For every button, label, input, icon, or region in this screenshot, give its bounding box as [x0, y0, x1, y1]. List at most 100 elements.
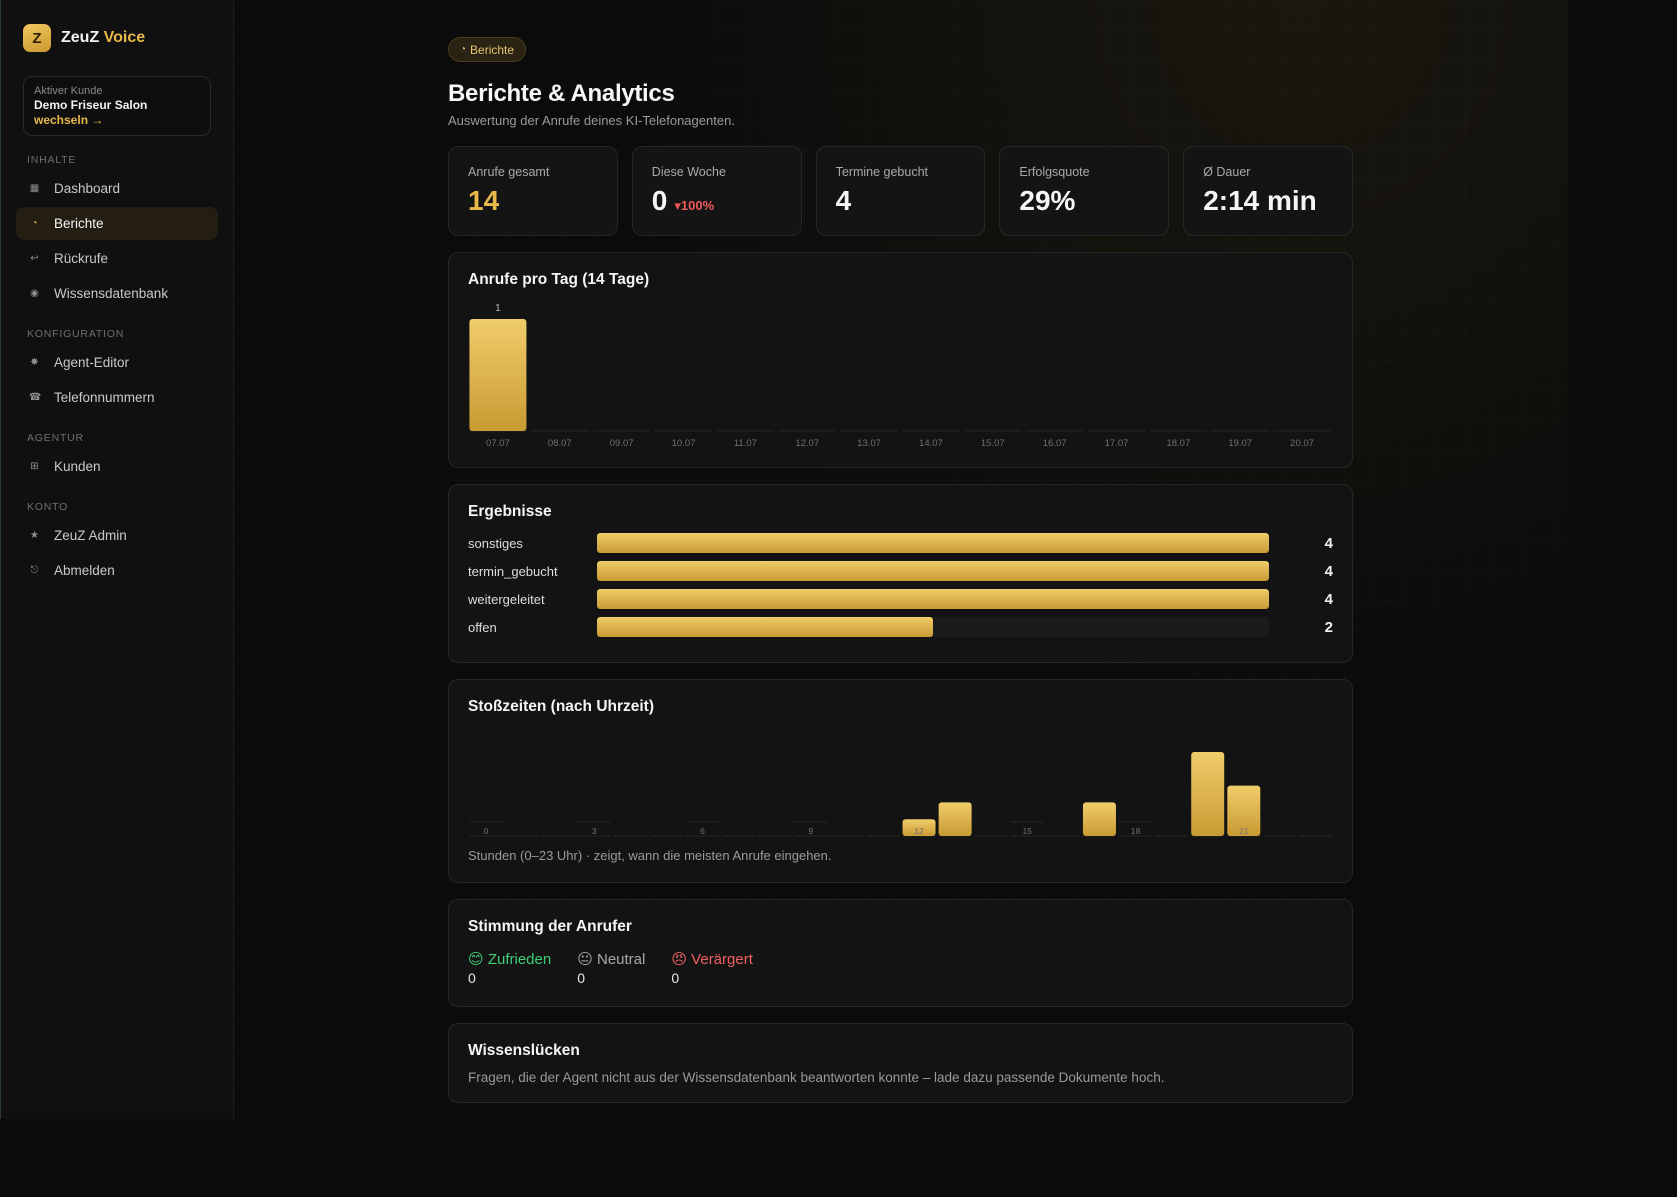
active-client-name: Demo Friseur Salon: [34, 98, 148, 112]
switch-client-link[interactable]: wechseln →: [34, 113, 104, 127]
daily-calls-card: Anrufe pro Tag (14 Tage) 1 07.07 08.07 09.0…: [448, 252, 1353, 468]
hour-tick-label: 15: [1023, 826, 1033, 836]
daily-tick-label: 11.07: [734, 438, 757, 449]
outcome-value: 4: [1324, 562, 1333, 580]
outcome-label: weitergeleitet: [468, 591, 545, 607]
stat-label: Ø Dauer: [1203, 165, 1251, 179]
daily-tick-label: 14.07: [919, 438, 943, 449]
outcome-row: termin_gebucht 4: [468, 557, 1333, 585]
return-arrow-icon: ↩: [30, 253, 39, 264]
hour-tick-label: 18: [1131, 826, 1141, 836]
mood-label-text: Verärgert: [691, 951, 753, 968]
daily-tick-label: 12.07: [795, 438, 819, 449]
sidebar-item-berichte[interactable]: ◔ Berichte: [16, 207, 218, 240]
sidebar-item-abmelden[interactable]: ⎋ Abmelden: [16, 554, 218, 587]
peak-hours-title: Stoßzeiten (nach Uhrzeit): [468, 698, 655, 715]
mood-count: 0: [468, 970, 476, 986]
caller-mood-card: Stimmung der Anrufer 😊 Zufrieden 0 😐 Neutr…: [448, 899, 1353, 1007]
mood-label: 😐 Neutral: [577, 950, 645, 968]
hour-tick-label: 3: [592, 826, 597, 836]
outcome-label: sonstiges: [468, 535, 523, 551]
phone-icon: ☎: [29, 392, 42, 403]
daily-tick-label: 13.07: [857, 438, 881, 449]
stat-card: Termine gebucht 4: [815, 146, 986, 236]
star-icon: ★: [30, 530, 39, 541]
mood-emoji-icon: 😊: [468, 951, 484, 968]
brand-logo: Z: [23, 24, 51, 52]
active-client-box: Aktiver Kunde Demo Friseur Salon wechsel…: [23, 76, 211, 136]
daily-bar-value: 1: [495, 302, 501, 314]
peak-hours-chart: 0 3 6 9 12 15 18 21: [469, 752, 1333, 837]
hour-bar: [1227, 785, 1261, 836]
outcome-bar: [597, 561, 1270, 581]
sparkle-icon: ✸: [30, 357, 39, 368]
stat-value: 0: [651, 185, 668, 216]
stat-value: 29%: [1019, 185, 1076, 216]
daily-bar: [469, 319, 527, 431]
sidebar-item-kunden[interactable]: ⊞ Kunden: [16, 450, 218, 483]
stat-label: Termine gebucht: [835, 165, 929, 179]
stat-value-row: 0 ▾100%: [652, 185, 782, 217]
hour-tick-label: 9: [808, 826, 813, 836]
mood-count: 0: [577, 970, 585, 986]
sidebar-item-dashboard[interactable]: ▦ Dashboard: [16, 172, 218, 205]
daily-calls-chart: 1 07.07 08.07 09.07 10.07 11.07 12.07 13.07 14.0…: [469, 302, 1331, 449]
section-pill: ◔ Berichte: [448, 37, 527, 62]
outcomes-title: Ergebnisse: [468, 503, 552, 520]
outcome-row: weitergeleitet 4: [468, 585, 1333, 613]
stats-row: Anrufe gesamt 14 Diese Woche 0 ▾100% Termine …: [448, 146, 1353, 236]
hour-bar: [938, 802, 972, 836]
sidebar-item-label: Agent-Editor: [54, 355, 130, 370]
mood-count: 0: [671, 970, 680, 986]
sidebar-item-agent-editor[interactable]: ✸ Agent-Editor: [16, 346, 218, 379]
pie-icon: ◔: [460, 44, 467, 55]
sidebar-item-wissensdatenbank[interactable]: ◉ Wissensdatenbank: [16, 277, 218, 310]
sidebar-item-telefonnummern[interactable]: ☎ Telefonnummern: [16, 381, 218, 414]
sidebar-item-label: Abmelden: [54, 563, 115, 578]
sidebar-item-label: Wissensdatenbank: [54, 286, 169, 301]
reports-content: ◔ Berichte Berichte & Analytics Auswertu…: [448, 37, 1353, 1103]
grid-plus-icon: ⊞: [30, 461, 39, 472]
sidebar-item-label: ZeuZ Admin: [54, 528, 127, 543]
stat-value: 4: [835, 185, 852, 216]
stat-label: Anrufe gesamt: [468, 165, 550, 179]
nav-section-title: AGENTUR: [27, 432, 84, 444]
knowledge-gaps-title: Wissenslücken: [468, 1042, 580, 1059]
mood-label: 😊 Zufrieden: [468, 950, 551, 968]
knowledge-gaps-card: Wissenslücken Fragen, die der Agent nich…: [448, 1023, 1353, 1103]
stat-value: 14: [468, 185, 500, 216]
outcome-bar: [597, 589, 1270, 609]
daily-tick-label: 20.07: [1290, 438, 1314, 449]
hour-bar: [1191, 752, 1225, 836]
hour-tick-label: 6: [700, 826, 705, 836]
outcome-row: sonstiges 4: [468, 529, 1333, 557]
hour-tick-label: 21: [1239, 826, 1249, 836]
globe-icon: ◉: [30, 288, 39, 299]
stat-label: Diese Woche: [651, 165, 726, 179]
hour-tick-label: 12: [914, 826, 924, 836]
sidebar-item-rückrufe[interactable]: ↩ Rückrufe: [16, 242, 218, 275]
sidebar-item-zeuz-admin[interactable]: ★ ZeuZ Admin: [16, 519, 218, 552]
nav-section-title: KONFIGURATION: [27, 328, 125, 340]
outcomes-card: Ergebnisse sonstiges 4 termin_gebucht 4 weit…: [448, 484, 1353, 663]
daily-tick-label: 10.07: [672, 438, 696, 449]
sidebar-item-label: Rückrufe: [54, 251, 109, 266]
outcome-bar-track: [597, 589, 1270, 609]
peak-hours-card: Stoßzeiten (nach Uhrzeit) 0 3 6 9 12 15 18 21 S…: [448, 679, 1353, 883]
daily-tick-label: 16.07: [1043, 438, 1067, 449]
daily-tick-label: 17.07: [1105, 438, 1129, 449]
section-pill-label: Berichte: [470, 42, 515, 57]
brand-name-accent: Voice: [103, 29, 146, 46]
stat-card: Erfolgsquote 29%: [999, 146, 1170, 236]
mood-item-verärgert: 😠 Verärgert 0: [671, 950, 753, 986]
brand[interactable]: Z ZeuZ Voice: [16, 22, 218, 54]
mood-emoji-icon: 😠: [671, 951, 687, 968]
sidebar: Z ZeuZ Voice Aktiver Kunde Demo Friseur …: [0, 0, 234, 1119]
stat-value: 2:14 min: [1203, 185, 1317, 216]
daily-tick-label: 09.07: [610, 438, 634, 449]
caller-mood-title: Stimmung der Anrufer: [468, 918, 632, 935]
outcome-bar: [597, 617, 934, 637]
sidebar-nav: INHALTE ▦ Dashboard ◔ Berichte ↩ Rückrufe ◉ Wiss…: [16, 154, 218, 587]
sidebar-item-label: Dashboard: [54, 181, 121, 196]
outcome-value: 2: [1324, 618, 1333, 636]
